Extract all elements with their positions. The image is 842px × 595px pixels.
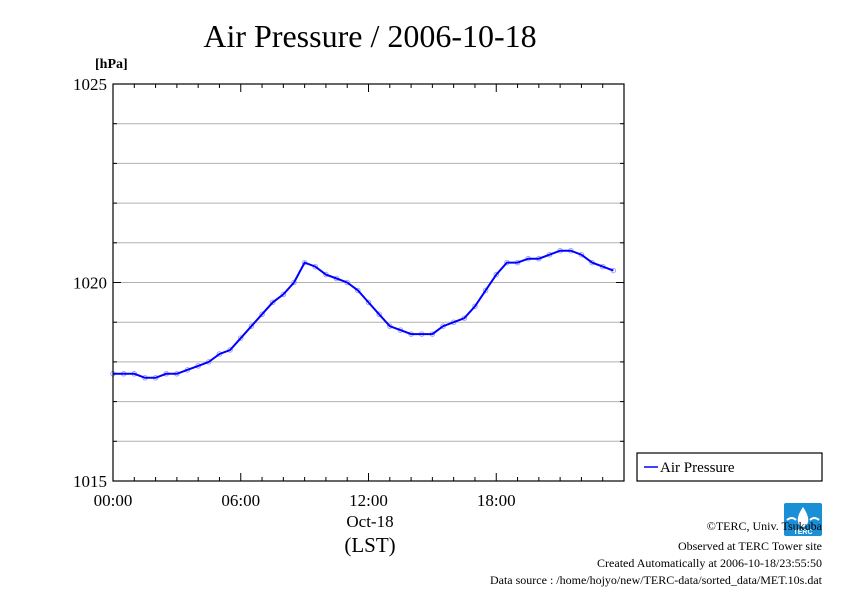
terc-logo: TERC bbox=[784, 503, 822, 536]
data-point bbox=[237, 335, 244, 341]
data-point bbox=[365, 299, 372, 306]
legend: Air Pressure bbox=[636, 452, 823, 482]
chart-title: Air Pressure / 2006-10-18 bbox=[203, 18, 536, 54]
x-tick-label: 00:00 bbox=[94, 491, 133, 510]
x-unit-label: (LST) bbox=[344, 533, 395, 557]
series-layer bbox=[110, 247, 617, 381]
x-tick-label: 06:00 bbox=[221, 491, 260, 510]
data-point bbox=[482, 287, 489, 294]
data-point bbox=[376, 311, 382, 318]
data-point bbox=[259, 311, 265, 318]
copyright-text: ©TERC, Univ. Tsukuba bbox=[707, 519, 823, 533]
logo-drop-icon bbox=[797, 507, 809, 527]
logo-wave-icon bbox=[786, 517, 797, 521]
y-tick-labels: 1015 1020 1025 bbox=[73, 75, 107, 491]
plot-frame bbox=[112, 83, 625, 482]
data-point bbox=[248, 323, 255, 329]
observed-text: Observed at TERC Tower site bbox=[678, 539, 822, 553]
y-tick-label: 1015 bbox=[73, 472, 107, 491]
axis-ticks bbox=[112, 83, 625, 482]
legend-box bbox=[636, 452, 823, 482]
source-text: Data source : /home/hojyo/new/TERC-data/… bbox=[490, 573, 823, 587]
data-point bbox=[280, 291, 287, 298]
created-text: Created Automatically at 2006-10-18/23:5… bbox=[597, 556, 822, 570]
logo-wave-icon-2 bbox=[809, 517, 820, 521]
x-tick-label: 18:00 bbox=[477, 491, 516, 510]
data-point bbox=[269, 299, 276, 306]
data-point bbox=[493, 271, 500, 278]
legend-label: Air Pressure bbox=[660, 460, 735, 476]
x-tick-labels: 00:00 06:00 12:00 18:00 bbox=[94, 491, 516, 510]
y-axis-label: [hPa] bbox=[95, 57, 128, 72]
y-tick-label: 1025 bbox=[73, 75, 107, 94]
data-point bbox=[472, 303, 478, 310]
x-date-label: Oct-18 bbox=[346, 512, 393, 531]
x-tick-label: 12:00 bbox=[349, 491, 388, 510]
data-point bbox=[355, 287, 361, 294]
grid-lines bbox=[113, 123, 624, 442]
series-line bbox=[113, 249, 614, 379]
y-tick-label: 1020 bbox=[73, 274, 107, 293]
logo-text: TERC bbox=[793, 529, 812, 536]
data-point bbox=[291, 279, 297, 286]
